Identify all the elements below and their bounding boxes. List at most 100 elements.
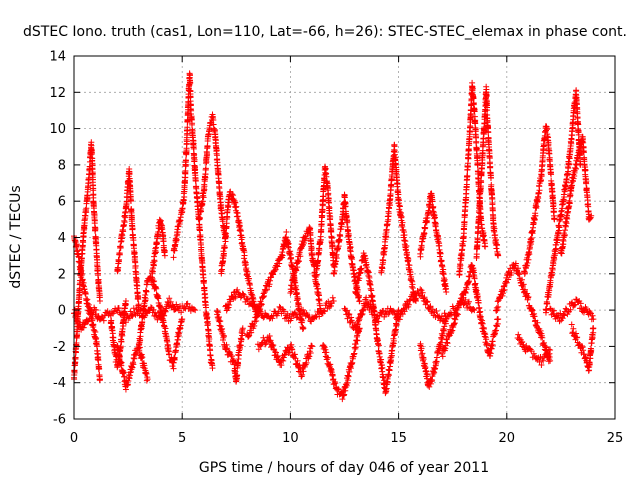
data-point: [212, 137, 219, 144]
data-point: [535, 190, 542, 197]
data-track: [313, 163, 337, 279]
data-point: [489, 342, 496, 349]
data-point: [244, 268, 251, 275]
data-point: [443, 316, 450, 323]
data-point: [417, 286, 424, 293]
data-point: [457, 262, 464, 269]
data-point: [331, 378, 338, 385]
data-point: [270, 271, 277, 278]
data-point: [241, 252, 248, 259]
data-point: [184, 117, 191, 124]
data-point: [555, 230, 562, 237]
data-point: [589, 312, 596, 319]
data-point: [574, 334, 581, 341]
y-tick-label: -6: [53, 413, 66, 428]
data-point: [420, 356, 427, 363]
data-point: [313, 271, 320, 278]
data-point: [556, 224, 563, 231]
data-track: [547, 296, 597, 325]
data-point: [279, 252, 286, 259]
data-point: [575, 121, 582, 128]
data-point: [153, 285, 160, 292]
data-point: [328, 235, 335, 242]
data-track: [473, 83, 502, 261]
data-point: [417, 340, 424, 347]
data-point: [191, 156, 198, 163]
data-point: [532, 212, 539, 219]
data-point: [320, 307, 327, 314]
data-point: [563, 220, 570, 227]
data-point: [423, 299, 430, 306]
data-point: [289, 346, 296, 353]
data-track: [521, 123, 558, 277]
data-track: [244, 228, 307, 340]
data-point: [487, 163, 494, 170]
data-point: [294, 264, 301, 271]
data-point: [388, 352, 395, 359]
data-point: [412, 295, 419, 302]
data-point: [238, 336, 245, 343]
data-point: [331, 270, 338, 277]
data-point: [245, 333, 252, 340]
data-point: [580, 149, 587, 156]
data-point: [166, 351, 173, 358]
data-point: [118, 359, 125, 366]
data-point: [283, 234, 290, 241]
chart-title: dSTEC Iono. truth (cas1, Lon=110, Lat=-6…: [23, 24, 627, 40]
data-track: [557, 133, 595, 257]
data-track: [222, 286, 337, 325]
data-point: [404, 249, 411, 256]
data-point: [483, 86, 490, 93]
data-point: [220, 333, 227, 340]
data-point: [225, 203, 232, 210]
data-point: [215, 309, 222, 316]
data-point: [323, 173, 330, 180]
data-point: [226, 350, 233, 357]
data-point: [254, 312, 261, 319]
data-point: [478, 179, 485, 186]
data-point: [430, 203, 437, 210]
data-point: [122, 298, 129, 305]
data-point: [327, 213, 334, 220]
data-point: [515, 331, 522, 338]
data-point: [134, 282, 141, 289]
data-point: [492, 232, 499, 239]
data-point: [239, 330, 246, 337]
data-point: [537, 327, 544, 334]
data-point: [331, 267, 338, 274]
data-point: [333, 255, 340, 262]
data-point: [262, 341, 269, 348]
data-point: [89, 155, 96, 162]
data-point: [358, 265, 365, 272]
data-point: [89, 162, 96, 169]
data-point: [501, 286, 508, 293]
data-track: [514, 331, 554, 368]
data-point: [129, 313, 136, 320]
data-point: [526, 251, 533, 258]
data-point: [536, 187, 543, 194]
data-point: [346, 311, 353, 318]
data-point: [418, 287, 425, 294]
data-point: [72, 354, 79, 361]
data-point: [587, 355, 594, 362]
data-point: [226, 302, 233, 309]
data-point: [260, 334, 267, 341]
data-point: [127, 308, 134, 315]
data-point: [578, 342, 585, 349]
data-point: [224, 345, 231, 352]
data-point: [192, 307, 199, 314]
data-point: [467, 124, 474, 131]
data-point: [258, 301, 265, 308]
data-point: [71, 369, 78, 376]
data-point: [330, 376, 337, 383]
data-point: [206, 335, 213, 342]
data-point: [295, 258, 302, 265]
data-point: [318, 228, 325, 235]
data-point: [137, 333, 144, 340]
data-point: [401, 308, 408, 315]
data-point: [294, 357, 301, 364]
data-point: [79, 276, 86, 283]
data-point: [405, 301, 412, 308]
data-point: [96, 298, 103, 305]
